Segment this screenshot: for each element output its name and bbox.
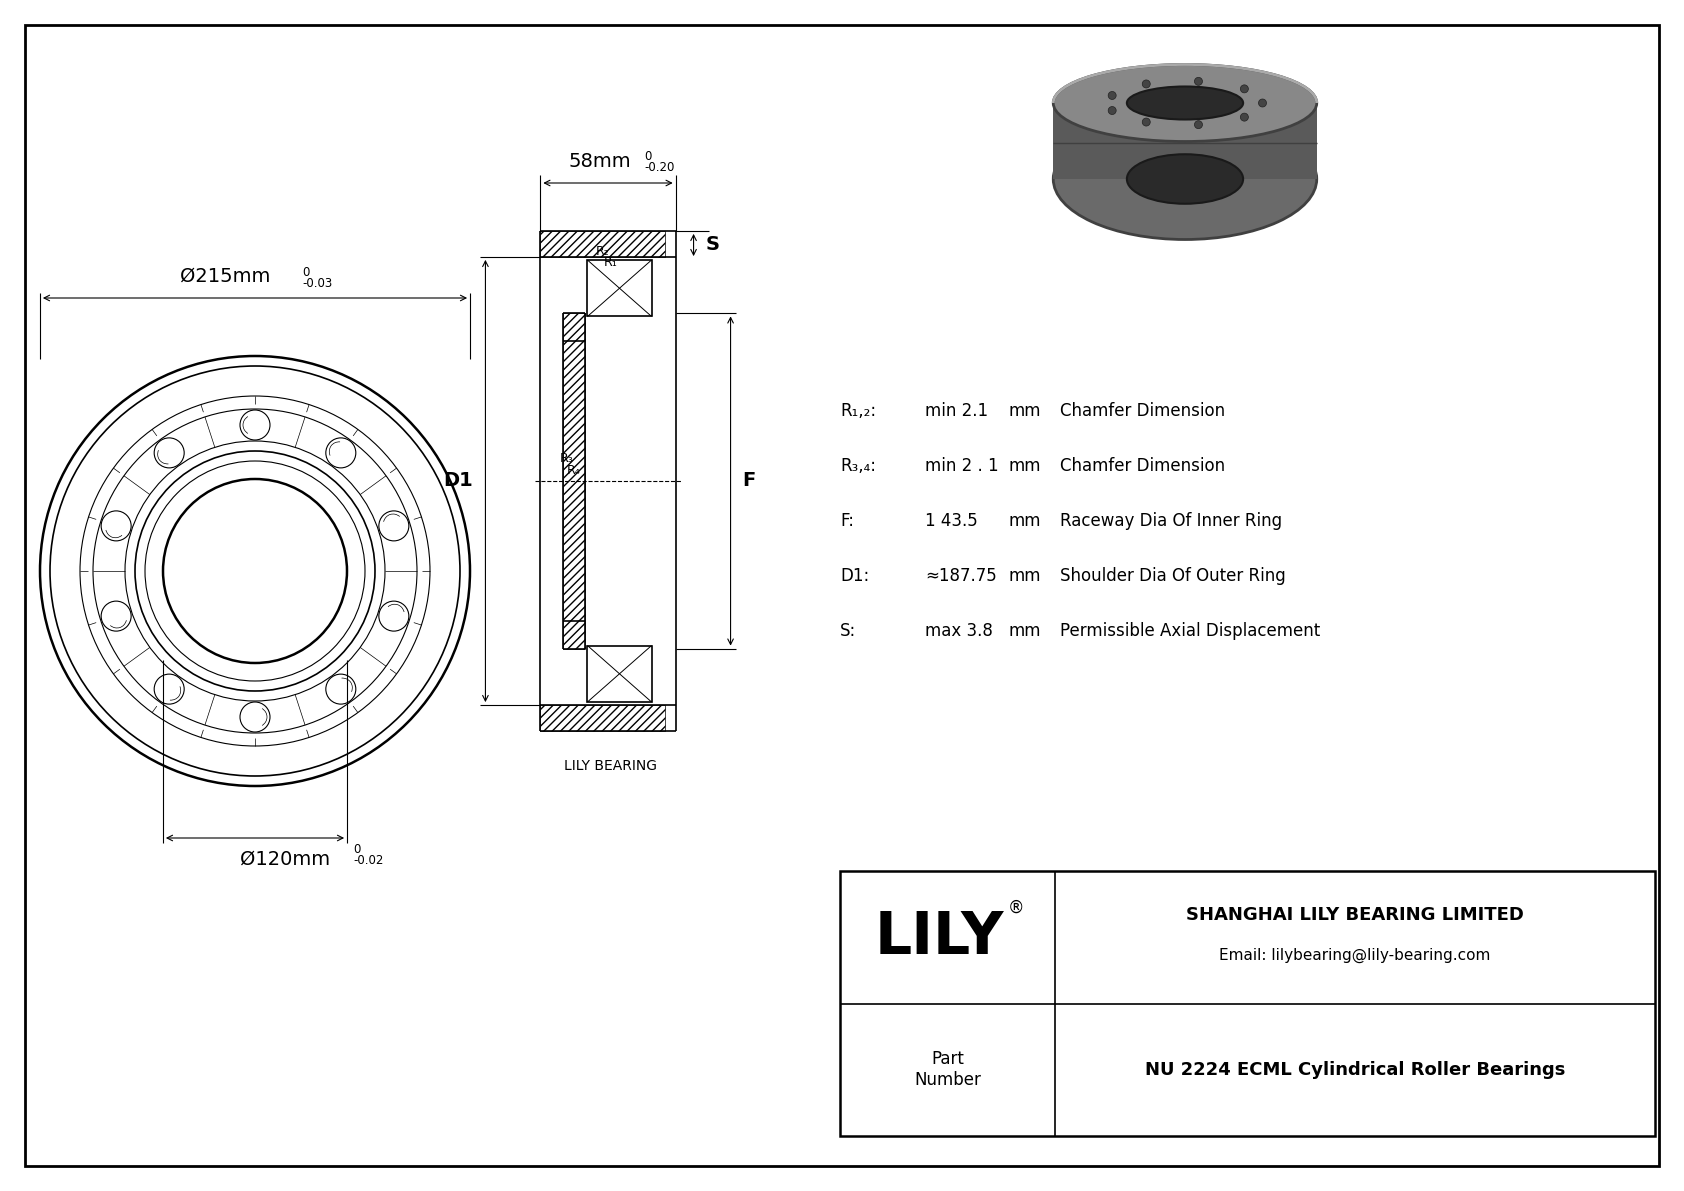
Text: -0.20: -0.20: [643, 161, 674, 174]
Bar: [541, 231, 665, 257]
Text: Ø215mm: Ø215mm: [180, 267, 269, 286]
Text: Shoulder Dia Of Outer Ring: Shoulder Dia Of Outer Ring: [1059, 567, 1287, 585]
Text: R₃: R₃: [559, 453, 574, 466]
Text: R₃,₄:: R₃,₄:: [840, 457, 876, 475]
Text: S: S: [706, 236, 719, 255]
Text: D1:: D1:: [840, 567, 869, 585]
Text: R₂: R₂: [596, 245, 610, 258]
Text: 0: 0: [301, 266, 310, 279]
Ellipse shape: [1127, 155, 1243, 204]
Ellipse shape: [1127, 87, 1243, 119]
Text: -0.03: -0.03: [301, 278, 332, 289]
Circle shape: [1142, 80, 1150, 88]
Text: min 2.1: min 2.1: [925, 403, 989, 420]
Text: mm: mm: [1009, 567, 1041, 585]
Text: F: F: [743, 472, 756, 491]
Text: -0.02: -0.02: [354, 854, 384, 867]
Text: ®: ®: [1007, 898, 1024, 916]
Circle shape: [1194, 120, 1202, 129]
Polygon shape: [588, 260, 652, 317]
Circle shape: [1241, 113, 1248, 121]
Text: Permissible Axial Displacement: Permissible Axial Displacement: [1059, 622, 1320, 640]
Text: Chamfer Dimension: Chamfer Dimension: [1059, 457, 1226, 475]
Circle shape: [1142, 118, 1150, 126]
Text: Raceway Dia Of Inner Ring: Raceway Dia Of Inner Ring: [1059, 512, 1282, 530]
Text: Email: lilybearing@lily-bearing.com: Email: lilybearing@lily-bearing.com: [1219, 948, 1490, 962]
Bar: [541, 705, 665, 731]
Text: Chamfer Dimension: Chamfer Dimension: [1059, 403, 1226, 420]
Text: min 2 . 1: min 2 . 1: [925, 457, 999, 475]
Ellipse shape: [1052, 64, 1317, 142]
Text: 0: 0: [354, 843, 360, 856]
Circle shape: [1194, 77, 1202, 86]
Text: mm: mm: [1009, 457, 1041, 475]
Circle shape: [1258, 99, 1266, 107]
Text: R₄: R₄: [568, 464, 581, 478]
Text: LILY BEARING: LILY BEARING: [564, 759, 657, 773]
Bar: [840, 871, 1655, 1136]
Ellipse shape: [1052, 118, 1317, 239]
Text: ≈187.75: ≈187.75: [925, 567, 997, 585]
Text: Part
Number: Part Number: [914, 1050, 982, 1089]
Text: D1: D1: [443, 472, 473, 491]
Circle shape: [1108, 106, 1116, 114]
Polygon shape: [1052, 102, 1317, 179]
Text: NU 2224 ECML Cylindrical Roller Bearings: NU 2224 ECML Cylindrical Roller Bearings: [1145, 1061, 1564, 1079]
Text: 1 43.5: 1 43.5: [925, 512, 978, 530]
Text: Ø120mm: Ø120mm: [239, 850, 330, 869]
Text: mm: mm: [1009, 403, 1041, 420]
Text: SHANGHAI LILY BEARING LIMITED: SHANGHAI LILY BEARING LIMITED: [1186, 906, 1524, 924]
Circle shape: [1108, 92, 1116, 100]
Text: LILY: LILY: [874, 909, 1004, 966]
Text: mm: mm: [1009, 622, 1041, 640]
Text: 0: 0: [643, 150, 652, 163]
Text: mm: mm: [1009, 512, 1041, 530]
Text: max 3.8: max 3.8: [925, 622, 994, 640]
Text: 58mm: 58mm: [569, 152, 632, 172]
Circle shape: [1241, 85, 1248, 93]
Text: F:: F:: [840, 512, 854, 530]
Text: R₁,₂:: R₁,₂:: [840, 403, 876, 420]
Text: S:: S:: [840, 622, 855, 640]
Text: R₁: R₁: [603, 256, 616, 269]
Polygon shape: [588, 646, 652, 701]
